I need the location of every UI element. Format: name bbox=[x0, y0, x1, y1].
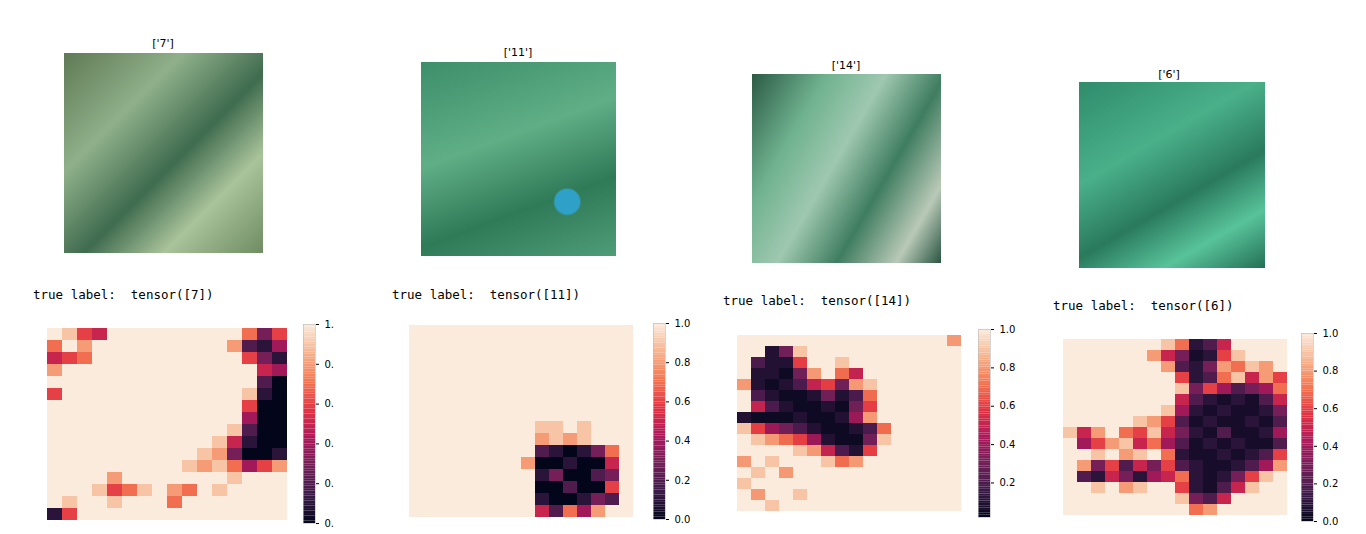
html-text:['11']: ['11'] bbox=[503, 46, 533, 59]
svg-text:0.: 0. bbox=[325, 478, 335, 489]
svg-text:0.6: 0.6 bbox=[1323, 403, 1339, 414]
svg-text:0.: 0. bbox=[325, 359, 335, 370]
svg-text:0.4: 0.4 bbox=[1000, 439, 1016, 450]
svg-text:1.: 1. bbox=[325, 319, 335, 330]
html-text:true label: tensor([7]): true label: tensor([7]) bbox=[33, 287, 214, 302]
svg-text:0.2: 0.2 bbox=[675, 475, 691, 486]
svg-text:1.0: 1.0 bbox=[675, 318, 691, 329]
svg-text:0.6: 0.6 bbox=[675, 396, 691, 407]
svg-text:0.0: 0.0 bbox=[675, 514, 691, 525]
html-text:true label: tensor([6]): true label: tensor([6]) bbox=[1053, 298, 1234, 313]
svg-text:0.2: 0.2 bbox=[1323, 478, 1339, 489]
html-text:['6']: ['6'] bbox=[1158, 68, 1180, 81]
svg-text:0.8: 0.8 bbox=[675, 357, 691, 368]
svg-text:1.0: 1.0 bbox=[1323, 328, 1339, 339]
html-text:['14']: ['14'] bbox=[831, 59, 861, 72]
svg-text:0.: 0. bbox=[325, 398, 335, 409]
svg-text:0.2: 0.2 bbox=[1000, 477, 1016, 488]
svg-text:0.: 0. bbox=[325, 438, 335, 449]
svg-text:0.6: 0.6 bbox=[1000, 400, 1016, 411]
svg-text:0.4: 0.4 bbox=[1323, 441, 1339, 452]
html-text:true label: tensor([14]): true label: tensor([14]) bbox=[723, 293, 912, 308]
svg-text:0.8: 0.8 bbox=[1323, 365, 1339, 376]
svg-text:0.4: 0.4 bbox=[675, 435, 691, 446]
svg-text:0.8: 0.8 bbox=[1000, 362, 1016, 373]
svg-text:0.: 0. bbox=[325, 518, 335, 529]
svg-text:0.0: 0.0 bbox=[1323, 516, 1339, 527]
html-text:true label: tensor([11]): true label: tensor([11]) bbox=[392, 287, 581, 302]
svg-text:1.0: 1.0 bbox=[1000, 324, 1016, 335]
html-text:['7']: ['7'] bbox=[152, 37, 174, 50]
